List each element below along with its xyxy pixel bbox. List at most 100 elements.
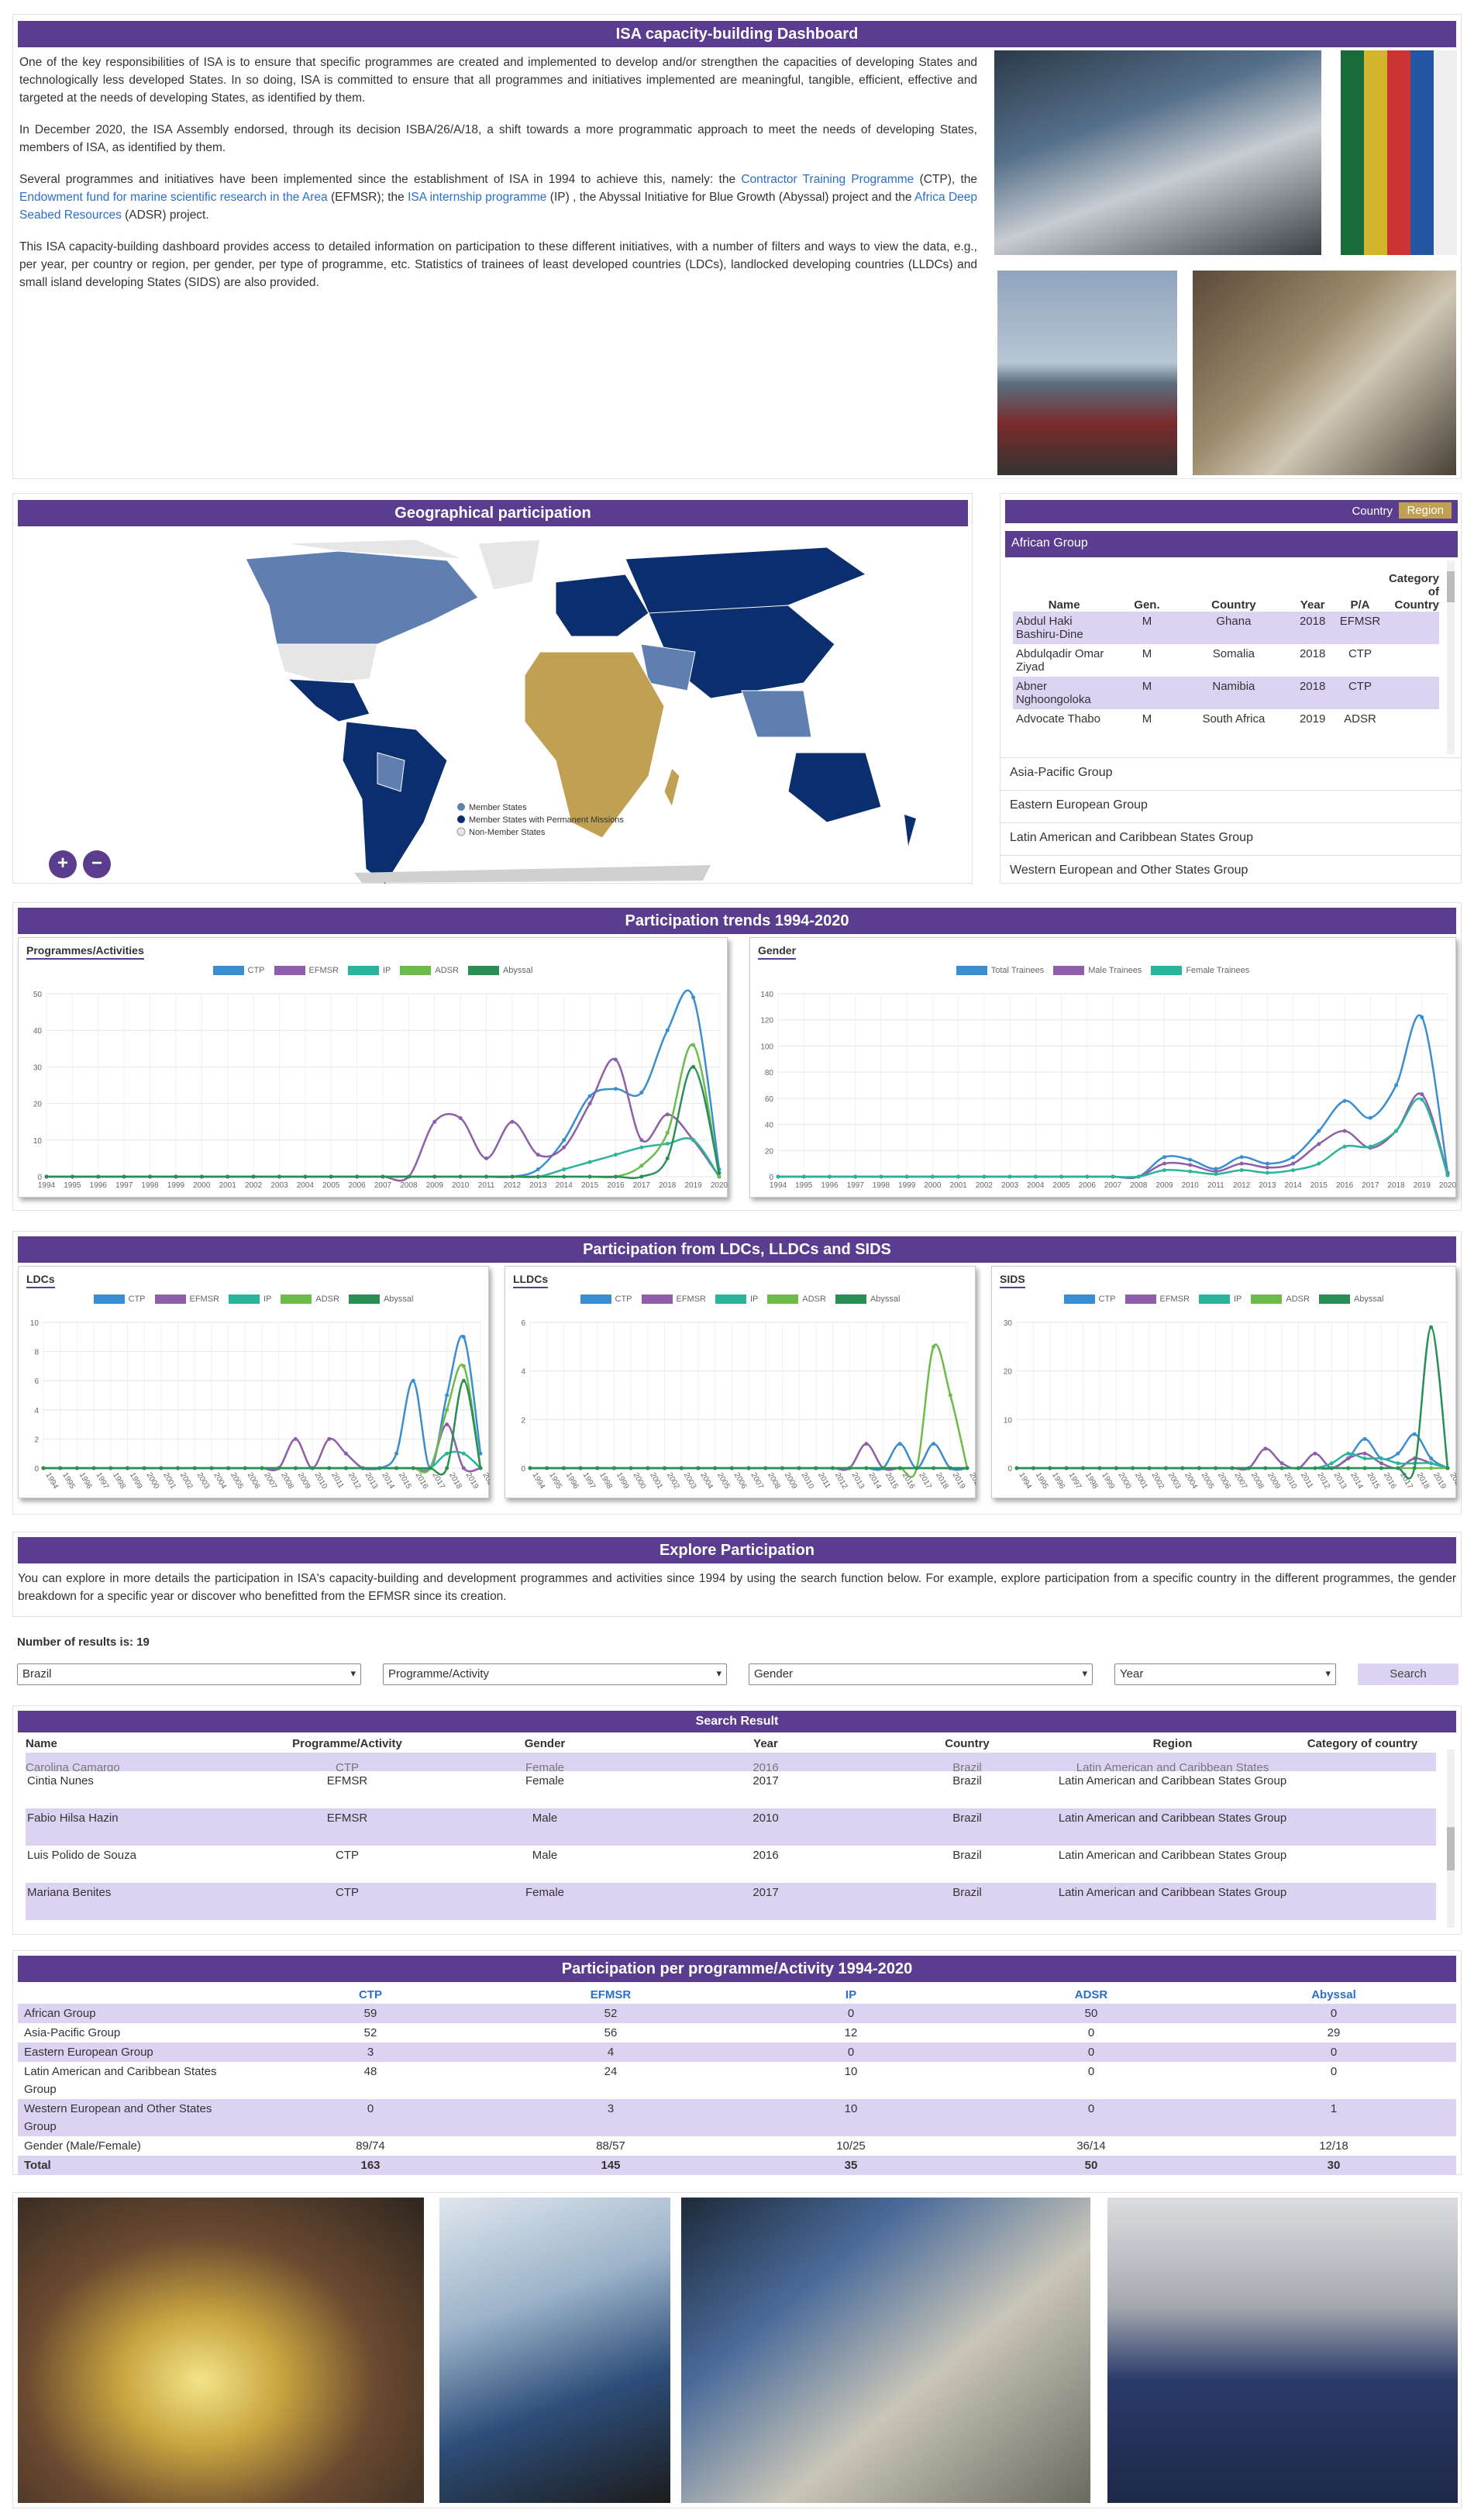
column-header[interactable]: Programme/Activity	[292, 1736, 402, 1750]
x-tick-label: 1997	[94, 1471, 110, 1491]
ctp-link[interactable]: Contractor Training Programme	[741, 173, 914, 186]
gender-select[interactable]: Gender ▾	[749, 1663, 1093, 1685]
legend-item[interactable]: CTP	[93, 1294, 146, 1305]
table-row[interactable]: Abdulqadir Omar Ziyad M Somalia 2018 CTP	[1013, 644, 1439, 677]
table-row[interactable]: Advocate Thabo M South Africa 2019 ADSR	[1013, 709, 1439, 729]
legend-swatch	[274, 966, 305, 976]
zoom-in-button[interactable]: +	[49, 850, 77, 878]
table-cell: 56	[604, 2026, 618, 2039]
table-row[interactable]: Abner Nghoongoloka M Namibia 2018 CTP	[1013, 677, 1439, 709]
accordion-eastern-european[interactable]: Eastern European Group	[1000, 790, 1461, 821]
year-select[interactable]: Year ▾	[1114, 1663, 1336, 1685]
data-point	[587, 1174, 592, 1179]
table-row[interactable]: Mariana Benites CTP Female 2017 Brazil Latin …	[26, 1883, 1436, 1920]
programme-select[interactable]: Programme/Activity ▾	[383, 1663, 727, 1685]
legend-item[interactable]: CTP	[580, 1294, 632, 1305]
data-point	[1429, 1461, 1434, 1466]
lldcs-line-chart[interactable]: 0 2 4 6 1994 1995 1996 1997 1998 1999 2000 2001 2002…	[505, 1267, 976, 1499]
accordion-african-group[interactable]: African Group	[1005, 531, 1458, 557]
legend-item[interactable]: IP	[1199, 1294, 1242, 1305]
table-cell: 0	[1330, 2046, 1338, 2059]
accordion-asia-pacific[interactable]: Asia-Pacific Group	[1000, 757, 1461, 788]
table-row[interactable]: Carolina Camargo CTP Female 2016 Brazil Latin…	[26, 1753, 1436, 1771]
zoom-out-button[interactable]: −	[83, 850, 111, 878]
legend-item[interactable]: CTP	[1063, 1294, 1116, 1305]
x-tick-label: 2013	[1259, 1181, 1276, 1190]
toggle-country[interactable]: Country	[1352, 505, 1393, 518]
table-row: Asia-Pacific Group 52 56 12 0 29	[18, 2023, 1456, 2043]
legend-nonmember: Non-Member States	[469, 828, 546, 837]
data-point	[982, 1174, 987, 1179]
column-header[interactable]: Category of country	[1307, 1736, 1418, 1750]
efmsr-link[interactable]: Endowment fund for marine scientific res…	[19, 191, 328, 204]
legend-item[interactable]: Abyssal	[467, 966, 533, 976]
map-south-america	[342, 721, 448, 884]
gender-line-chart[interactable]: 0 20 40 60 80 100 120 140 1994 1995 1996 1997 1998 19…	[750, 938, 1457, 1198]
x-tick-label: 2015	[581, 1181, 599, 1190]
ip-link[interactable]: ISA internship programme	[408, 191, 547, 204]
data-point	[74, 1466, 79, 1470]
data-point	[411, 1466, 415, 1470]
legend-item[interactable]: EFMSR	[154, 1294, 219, 1305]
legend-item[interactable]: Abyssal	[348, 1294, 414, 1305]
world-map[interactable]: Member States Member States with Permane…	[13, 528, 973, 884]
programmes-line-chart[interactable]: 0 10 20 30 40 50 1994 1995 1996 1997 1998 1999 2000 2…	[19, 938, 728, 1198]
legend-swatch	[281, 1294, 312, 1305]
accordion-latin-american[interactable]: Latin American and Caribbean States Grou…	[1000, 822, 1461, 853]
data-point	[1362, 1466, 1367, 1470]
table-cell: Abdul Haki Bashiru-Dine	[1016, 615, 1083, 641]
sids-chart-box: SIDS CTP EFMSR IP ADSR Abyssal 0 10 20 30 1994 19…	[991, 1266, 1457, 1499]
legend-ldcs: CTP EFMSR IP ADSR Abyssal	[19, 1294, 488, 1305]
legend-item[interactable]: Abyssal	[1318, 1294, 1384, 1305]
legend-item[interactable]: IP	[715, 1294, 758, 1305]
legend-item[interactable]: IP	[348, 966, 391, 976]
table-row[interactable]: Abdul Haki Bashiru-Dine M Ghana 2018 EFMSR	[1013, 612, 1439, 644]
adsr-link[interactable]: Africa Deep Seabed Resources	[19, 191, 978, 222]
scrollbar[interactable]	[1447, 560, 1455, 754]
table-row[interactable]: Fabio Hilsa Hazin EFMSR Male 2010 Brazil Lati…	[26, 1808, 1436, 1846]
legend-item[interactable]: CTP	[212, 966, 265, 976]
x-tick-label: 2007	[1104, 1181, 1122, 1190]
data-point	[827, 1174, 832, 1179]
search-button[interactable]: Search	[1358, 1663, 1459, 1685]
legend-item[interactable]: IP	[229, 1294, 271, 1305]
legend-item[interactable]: ADSR	[400, 966, 459, 976]
legend-item[interactable]: Total Trainees	[956, 966, 1044, 976]
column-header[interactable]: Name	[26, 1736, 57, 1750]
table-cell: CTP	[1348, 680, 1372, 693]
result-table-wrap[interactable]: Name Programme/Activity Gender Year Country R…	[18, 1734, 1456, 1931]
data-point	[679, 1466, 684, 1470]
scrollbar[interactable]	[1447, 1750, 1455, 1928]
legend-item[interactable]: EFMSR	[1124, 1294, 1190, 1305]
legend-item[interactable]: EFMSR	[641, 1294, 706, 1305]
legend-item[interactable]: Male Trainees	[1053, 966, 1142, 976]
legend-swatch	[1318, 1294, 1350, 1305]
legend-item[interactable]: ADSR	[1251, 1294, 1310, 1305]
legend-item[interactable]: ADSR	[281, 1294, 339, 1305]
table-row[interactable]: Cintia Nunes EFMSR Female 2017 Brazil Latin A…	[26, 1771, 1436, 1808]
data-point	[381, 1174, 385, 1179]
data-point	[864, 1466, 869, 1470]
data-point	[1445, 1173, 1450, 1177]
column-header[interactable]: Country	[945, 1736, 990, 1750]
african-group-table-wrap[interactable]: Name Gen. Country Year P/A Category of C…	[1005, 560, 1458, 754]
data-point	[956, 1174, 961, 1179]
column-header[interactable]: Region	[1152, 1736, 1193, 1750]
table-row[interactable]: Luis Polido de Souza CTP Male 2016 Brazil Lat…	[26, 1846, 1436, 1883]
toggle-region[interactable]: Region	[1399, 502, 1452, 519]
data-point	[545, 1466, 549, 1470]
column-header[interactable]: Gender	[524, 1736, 566, 1750]
legend-item[interactable]: EFMSR	[274, 966, 339, 976]
result-table: Name Programme/Activity Gender Year Country R…	[26, 1734, 1436, 1920]
legend-item[interactable]: Abyssal	[835, 1294, 901, 1305]
geo-map-panel: Geographical participation Member States…	[12, 493, 973, 884]
legend-item[interactable]: Female Trainees	[1151, 966, 1249, 976]
legend-item[interactable]: ADSR	[767, 1294, 826, 1305]
column-header[interactable]: Year	[753, 1736, 778, 1750]
country-select[interactable]: Brazil ▾	[17, 1663, 361, 1685]
legend-label: ADSR	[315, 1294, 339, 1304]
table-cell	[1289, 1883, 1436, 1920]
accordion-western-european[interactable]: Western European and Other States Group	[1000, 855, 1461, 886]
